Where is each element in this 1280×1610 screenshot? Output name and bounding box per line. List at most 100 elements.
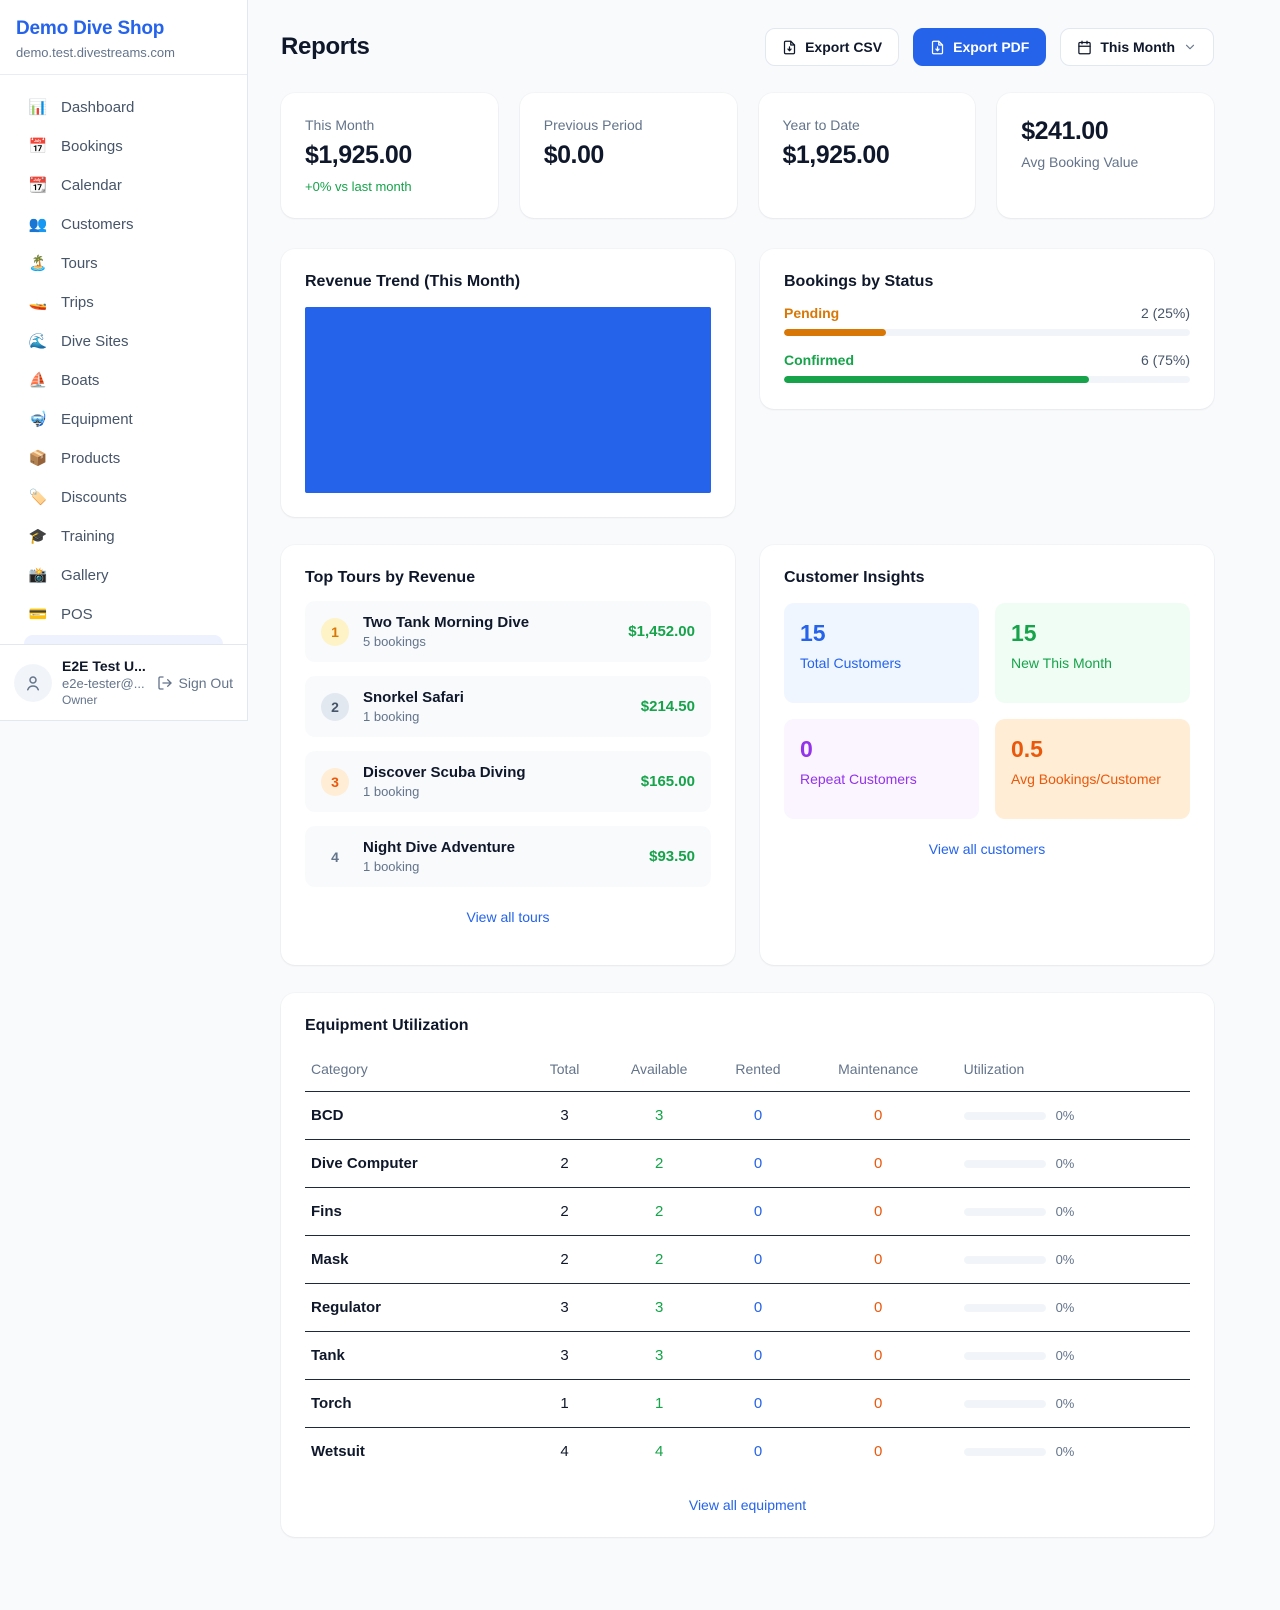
user-email: e2e-tester@... (62, 676, 145, 691)
sidebar-item-gallery[interactable]: 📸 Gallery (12, 556, 235, 594)
utilization-percent: 0% (1055, 1348, 1075, 1363)
cell-category: Regulator (305, 1283, 522, 1332)
chevron-down-icon (1183, 40, 1197, 54)
stats-row: This Month $1,925.00 +0% vs last month P… (281, 93, 1214, 218)
cell-available: 2 (607, 1187, 712, 1236)
cell-available: 3 (607, 1283, 712, 1332)
utilization-bar-track (963, 1159, 1046, 1168)
view-all-equipment-link[interactable]: View all equipment (688, 1497, 807, 1513)
tour-row[interactable]: 1 Two Tank Morning Dive 5 bookings $1,45… (305, 601, 711, 662)
camera-icon: 📸 (28, 566, 48, 584)
tour-amount: $93.50 (649, 848, 695, 865)
utilization-bar-track (963, 1255, 1046, 1264)
sidebar-item-equipment[interactable]: 🤿 Equipment (12, 400, 235, 438)
cell-category: Fins (305, 1187, 522, 1236)
view-all-tours-link[interactable]: View all tours (466, 909, 550, 925)
cell-category: BCD (305, 1091, 522, 1140)
equipment-table: Category Total Available Rented Maintena… (305, 1053, 1190, 1475)
cell-rented: 0 (711, 1283, 805, 1332)
speedboat-icon: 🚤 (28, 293, 48, 311)
sidebar-item-tours[interactable]: 🏝️ Tours (12, 244, 235, 282)
tile-label: Avg Bookings/Customer (1011, 771, 1161, 787)
utilization-bar-track (963, 1399, 1046, 1408)
table-row: BCD 3 3 0 0 0% (305, 1091, 1190, 1140)
progress-track (784, 329, 1190, 336)
sidebar-item-boats[interactable]: ⛵ Boats (12, 361, 235, 399)
sidebar-item-training[interactable]: 🎓 Training (12, 517, 235, 555)
column-header-rented: Rented (711, 1053, 805, 1092)
export-csv-label: Export CSV (805, 39, 883, 55)
cell-total: 2 (521, 1187, 608, 1236)
page-title: Reports (281, 33, 370, 60)
sidebar-item-calendar[interactable]: 📆 Calendar (12, 166, 235, 204)
cell-maintenance: 0 (874, 1443, 883, 1460)
sidebar-item-label: POS (61, 605, 93, 623)
view-all-customers-link[interactable]: View all customers (928, 841, 1046, 857)
bookings-by-status-card: Bookings by Status Pending 2 (25%) Confi… (760, 249, 1214, 409)
table-row: Regulator 3 3 0 0 0% (305, 1283, 1190, 1332)
cell-utilization: 0% (951, 1139, 1190, 1188)
stat-value: $0.00 (543, 141, 605, 169)
file-download-icon (782, 40, 797, 55)
utilization-percent: 0% (1055, 1204, 1075, 1219)
tour-name: Snorkel Safari (363, 689, 464, 706)
rank-badge: 1 (321, 617, 349, 646)
tile-value: 0.5 (1011, 736, 1043, 762)
tile-total-customers: 15 Total Customers (784, 603, 979, 703)
user-name: E2E Test U... (62, 658, 146, 674)
cell-maintenance: 0 (804, 1331, 952, 1380)
insight-tiles: 15 Total Customers 15 New This Month 0 R… (784, 603, 1190, 819)
bookings-calendar-icon: 📅 (28, 137, 48, 155)
page-header: Reports Export CSV Export PDF This Month (281, 28, 1214, 66)
period-dropdown[interactable]: This Month (1060, 28, 1214, 66)
cell-utilization: 0% (952, 1428, 1190, 1476)
charts-row: Revenue Trend (This Month) Bookings by S… (281, 249, 1214, 517)
export-csv-button[interactable]: Export CSV (765, 28, 900, 66)
export-pdf-button[interactable]: Export PDF (913, 28, 1047, 66)
status-count: 2 (25%) (1140, 305, 1190, 321)
avatar (14, 663, 52, 702)
brand-name[interactable]: Demo Dive Shop (16, 18, 165, 39)
sign-out-icon (157, 675, 173, 691)
cell-available: 3 (607, 1331, 712, 1380)
sidebar-nav: 📊 Dashboard 📅 Bookings 📆 Calendar 👥 Cust… (0, 75, 247, 644)
sidebar-item-customers[interactable]: 👥 Customers (12, 205, 235, 243)
stat-value: $1,925.00 (782, 141, 890, 169)
tour-bookings: 1 booking (363, 709, 420, 724)
tour-row[interactable]: 3 Discover Scuba Diving 1 booking $165.0… (305, 751, 711, 812)
user-panel: E2E Test U... e2e-tester@... Owner Sign … (0, 644, 247, 720)
cell-category: Dive Computer (305, 1139, 522, 1188)
sidebar-item-bookings[interactable]: 📅 Bookings (12, 127, 235, 165)
cell-rented: 0 (711, 1379, 805, 1428)
tour-bookings: 1 booking (363, 859, 420, 874)
table-row: Tank 3 3 0 0 0% (305, 1331, 1190, 1380)
sidebar-item-dive-sites[interactable]: 🌊 Dive Sites (12, 322, 235, 360)
progress-track (784, 376, 1190, 383)
utilization-percent: 0% (1055, 1396, 1075, 1411)
cell-available: 3 (607, 1091, 712, 1140)
header-actions: Export CSV Export PDF This Month (765, 28, 1214, 66)
tour-name: Two Tank Morning Dive (363, 614, 530, 631)
stat-label: Avg Booking Value (1021, 154, 1139, 170)
sidebar-item-dashboard[interactable]: 📊 Dashboard (12, 88, 235, 126)
tour-row[interactable]: 2 Snorkel Safari 1 booking $214.50 (305, 676, 711, 737)
cell-available: 2 (607, 1235, 712, 1284)
tour-bookings: 5 bookings (363, 634, 426, 649)
tour-row[interactable]: 4 Night Dive Adventure 1 booking $93.50 (305, 826, 711, 887)
sidebar-item-reports-partial[interactable] (24, 635, 223, 644)
sign-out-button[interactable]: Sign Out (157, 675, 233, 691)
cell-rented: 0 (711, 1139, 805, 1188)
utilization-bar-track (963, 1207, 1046, 1216)
progress-fill (784, 329, 886, 336)
sidebar-item-products[interactable]: 📦 Products (12, 439, 235, 477)
sidebar-item-trips[interactable]: 🚤 Trips (12, 283, 235, 321)
top-tours-card: Top Tours by Revenue 1 Two Tank Morning … (281, 545, 735, 965)
brand-block: Demo Dive Shop demo.test.divestreams.com (0, 0, 247, 75)
cell-total: 2 (521, 1235, 608, 1284)
sidebar-item-discounts[interactable]: 🏷️ Discounts (12, 478, 235, 516)
utilization-percent: 0% (1055, 1108, 1075, 1123)
progress-fill (784, 376, 1089, 383)
sidebar-item-label: Training (61, 527, 115, 545)
table-row: Dive Computer 2 2 0 0 0% (305, 1139, 1190, 1188)
sidebar-item-pos[interactable]: 💳 POS (12, 595, 235, 633)
